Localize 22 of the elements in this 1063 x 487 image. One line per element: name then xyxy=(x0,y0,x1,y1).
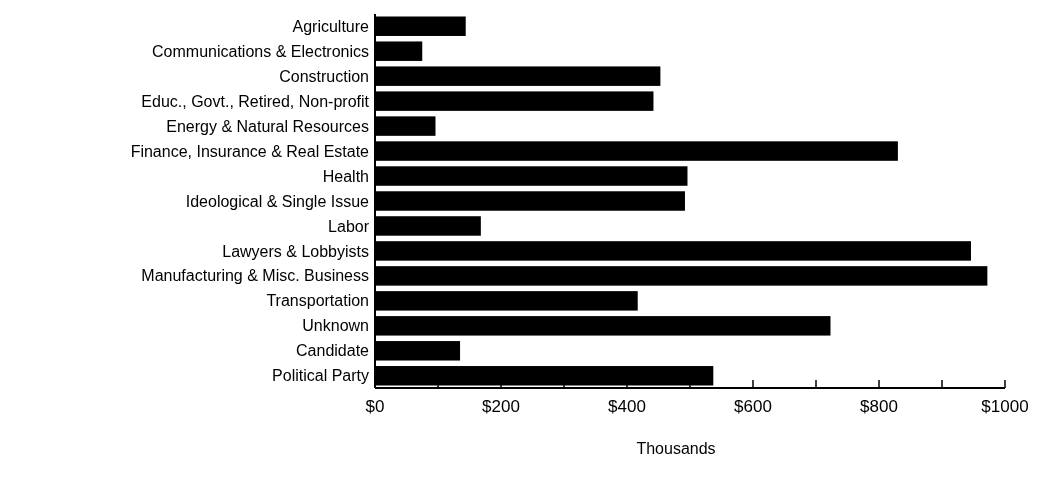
y-tick-label: Labor xyxy=(328,217,370,235)
y-tick-label: Health xyxy=(322,167,369,185)
y-tick-label: Communications & Electronics xyxy=(152,42,369,60)
x-tick-label: $0 xyxy=(365,397,385,416)
x-tick-label: $1000 xyxy=(981,397,1029,416)
y-tick-label: Lawyers & Lobbyists xyxy=(222,242,369,260)
y-tick-label: Manufacturing & Misc. Business xyxy=(141,267,369,285)
y-tick-label: Educ., Govt., Retired, Non-profit xyxy=(141,92,370,110)
x-axis-title: Thousands xyxy=(636,440,716,457)
x-tick-label: $400 xyxy=(608,397,646,416)
x-tick-label: $800 xyxy=(860,397,898,416)
y-tick-label: Construction xyxy=(279,67,369,85)
x-tick-label: $200 xyxy=(482,397,520,416)
y-tick-label: Ideological & Single Issue xyxy=(185,192,370,210)
y-tick-label: Energy & Natural Resources xyxy=(166,117,369,135)
y-tick-label: Transportation xyxy=(266,292,369,310)
y-tick-label: Finance, Insurance & Real Estate xyxy=(130,142,370,160)
y-tick-label: Candidate xyxy=(296,342,370,360)
x-tick-label: $600 xyxy=(734,397,772,416)
y-tick-label: Agriculture xyxy=(292,17,370,35)
y-tick-label: Political Party xyxy=(272,367,369,385)
y-tick-label: Unknown xyxy=(302,317,369,335)
